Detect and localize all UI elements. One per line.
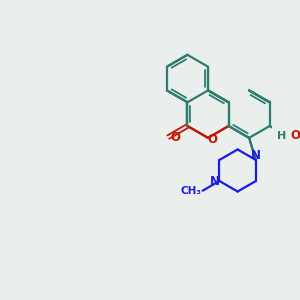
Text: O: O	[291, 130, 300, 142]
Text: N: N	[251, 148, 261, 162]
Text: O: O	[170, 130, 180, 144]
Text: H: H	[277, 131, 286, 141]
Text: N: N	[210, 175, 220, 188]
Text: CH₃: CH₃	[180, 186, 201, 196]
Text: O: O	[208, 133, 218, 146]
